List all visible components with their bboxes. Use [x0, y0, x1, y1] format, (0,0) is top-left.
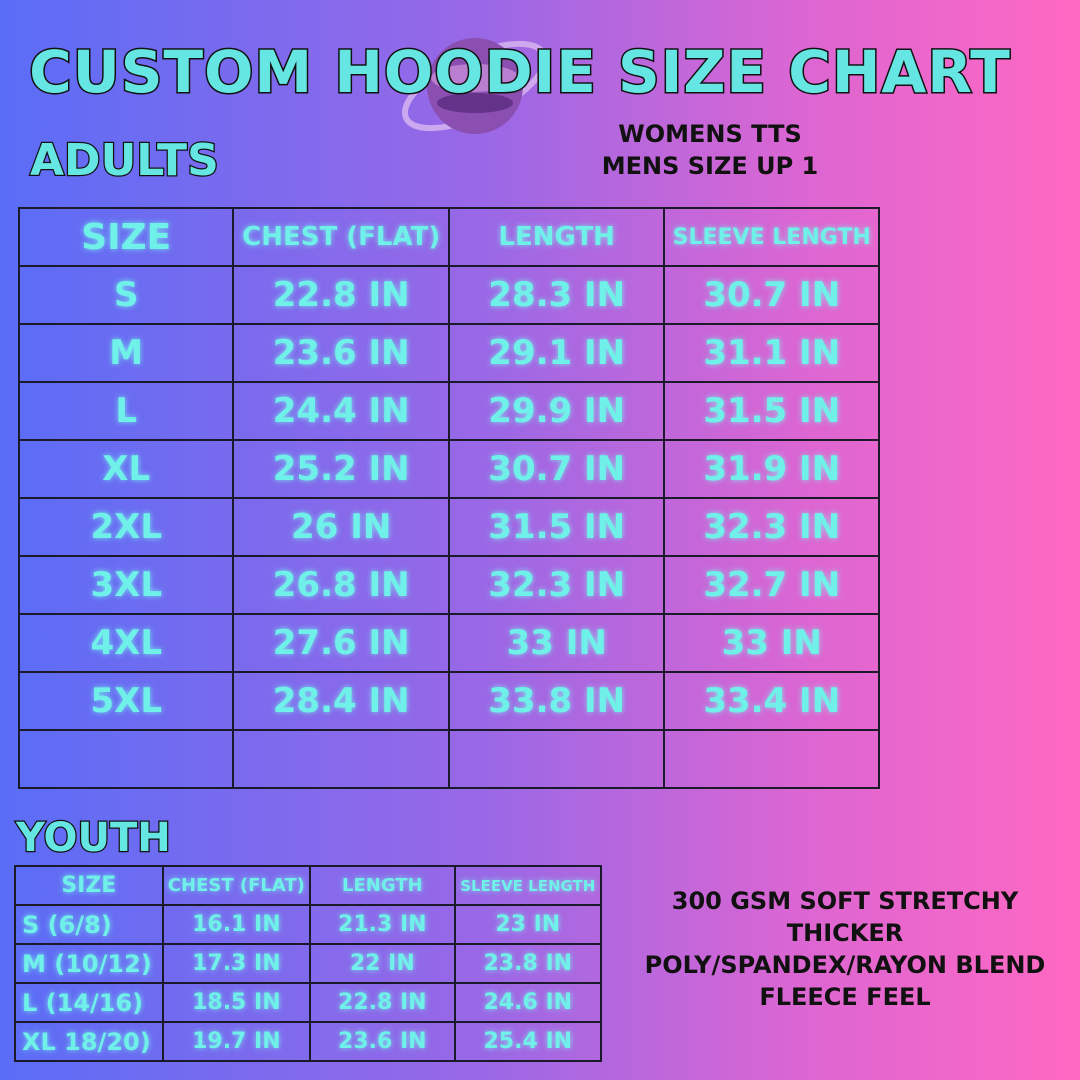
- fabric-note-line: FLEECE FEEL: [759, 983, 931, 1011]
- header-cell: SLEEVE LENGTH: [453, 865, 603, 906]
- header-cell: CHEST (FLAT): [161, 865, 312, 906]
- fabric-note-line: THICKER: [786, 919, 904, 947]
- table-cell: 31.1 IN: [663, 323, 880, 383]
- youth-label: YOUTH: [15, 814, 172, 863]
- header-cell: SIZE: [14, 865, 164, 906]
- table-cell: 25.4 IN: [453, 1021, 603, 1062]
- table-cell: 32.3 IN: [663, 497, 880, 557]
- header-cell: SLEEVE LENGTH: [663, 207, 880, 267]
- table-cell: 18.5 IN: [161, 982, 312, 1023]
- fit-note-line: MENS SIZE UP 1: [601, 152, 819, 180]
- fabric-note-line: 300 GSM SOFT STRETCHY: [671, 887, 1019, 915]
- table-cell: 23.8 IN: [453, 943, 603, 984]
- table-cell: 31.5 IN: [663, 381, 880, 441]
- table-cell: [232, 729, 450, 789]
- table-row: 2XL 26 IN 31.5 IN 32.3 IN: [17, 497, 880, 557]
- table-cell: [447, 729, 666, 789]
- planet-icon: [401, 38, 549, 134]
- header-cell: LENGTH: [447, 207, 666, 267]
- table-cell: 25.2 IN: [232, 439, 450, 499]
- table-cell: 30.7 IN: [447, 439, 666, 499]
- youth-size-table: SIZE CHEST (FLAT) LENGTH SLEEVE LENGTH S…: [14, 865, 603, 1062]
- table-row: 5XL 28.4 IN 33.8 IN 33.4 IN: [17, 671, 880, 731]
- table-cell: 23.6 IN: [309, 1021, 456, 1062]
- table-cell: XL: [17, 439, 235, 499]
- table-cell: 28.3 IN: [447, 265, 666, 325]
- table-cell: S: [17, 265, 235, 325]
- table-cell: 16.1 IN: [161, 904, 312, 945]
- table-cell: 22.8 IN: [232, 265, 450, 325]
- table-cell: 27.6 IN: [232, 613, 450, 673]
- table-cell: 22.8 IN: [309, 982, 456, 1023]
- table-cell: 23 IN: [453, 904, 603, 945]
- table-row: XL 25.2 IN 30.7 IN 31.9 IN: [17, 439, 880, 499]
- page-title: Custom Hoodie Size Chart: [28, 37, 1012, 108]
- table-cell: XL 18/20): [14, 1021, 164, 1062]
- table-cell: 33 IN: [447, 613, 666, 673]
- table-cell: 2XL: [17, 497, 235, 557]
- table-cell: 22 IN: [309, 943, 456, 984]
- table-cell: 24.4 IN: [232, 381, 450, 441]
- table-cell: 31.5 IN: [447, 497, 666, 557]
- table-cell: S (6/8): [14, 904, 164, 945]
- table-cell: 33.8 IN: [447, 671, 666, 731]
- table-cell: [17, 729, 235, 789]
- table-cell: 26.8 IN: [232, 555, 450, 615]
- table-cell: 5XL: [17, 671, 235, 731]
- table-cell: 31.9 IN: [663, 439, 880, 499]
- table-cell: 30.7 IN: [663, 265, 880, 325]
- header-cell: LENGTH: [309, 865, 456, 906]
- table-row: 3XL 26.8 IN 32.3 IN 32.7 IN: [17, 555, 880, 615]
- table-header-row: SIZE CHEST (FLAT) LENGTH SLEEVE LENGTH: [14, 865, 603, 906]
- table-row: [17, 729, 880, 789]
- table-cell: M: [17, 323, 235, 383]
- table-cell: 33.4 IN: [663, 671, 880, 731]
- table-cell: 21.3 IN: [309, 904, 456, 945]
- table-row: M 23.6 IN 29.1 IN 31.1 IN: [17, 323, 880, 383]
- table-cell: M (10/12): [14, 943, 164, 984]
- table-row: M (10/12) 17.3 IN 22 IN 23.8 IN: [14, 943, 603, 984]
- fit-note: WOMENS TTS MENS SIZE UP 1: [560, 118, 860, 182]
- table-cell: 4XL: [17, 613, 235, 673]
- table-cell: 29.1 IN: [447, 323, 666, 383]
- table-cell: [663, 729, 880, 789]
- table-cell: 33 IN: [663, 613, 880, 673]
- table-cell: 29.9 IN: [447, 381, 666, 441]
- table-cell: L (14/16): [14, 982, 164, 1023]
- table-cell: L: [17, 381, 235, 441]
- table-cell: 24.6 IN: [453, 982, 603, 1023]
- adults-label: ADULTS: [29, 134, 220, 188]
- fit-note-line: WOMENS TTS: [618, 120, 802, 148]
- table-cell: 32.7 IN: [663, 555, 880, 615]
- table-cell: 19.7 IN: [161, 1021, 312, 1062]
- table-cell: 28.4 IN: [232, 671, 450, 731]
- table-header-row: SIZE CHEST (FLAT) LENGTH SLEEVE LENGTH: [17, 207, 880, 267]
- fabric-note-line: POLY/SPANDEX/RAYON BLEND: [644, 951, 1046, 979]
- fabric-note: 300 GSM SOFT STRETCHY THICKER POLY/SPAND…: [630, 885, 1060, 1013]
- table-cell: 32.3 IN: [447, 555, 666, 615]
- table-cell: 3XL: [17, 555, 235, 615]
- table-cell: 17.3 IN: [161, 943, 312, 984]
- header-cell: CHEST (FLAT): [232, 207, 450, 267]
- table-row: S 22.8 IN 28.3 IN 30.7 IN: [17, 265, 880, 325]
- table-row: L (14/16) 18.5 IN 22.8 IN 24.6 IN: [14, 982, 603, 1023]
- header-cell: SIZE: [17, 207, 235, 267]
- table-row: 4XL 27.6 IN 33 IN 33 IN: [17, 613, 880, 673]
- table-cell: 26 IN: [232, 497, 450, 557]
- table-row: S (6/8) 16.1 IN 21.3 IN 23 IN: [14, 904, 603, 945]
- table-row: L 24.4 IN 29.9 IN 31.5 IN: [17, 381, 880, 441]
- table-cell: 23.6 IN: [232, 323, 450, 383]
- table-row: XL 18/20) 19.7 IN 23.6 IN 25.4 IN: [14, 1021, 603, 1062]
- adults-size-table: SIZE CHEST (FLAT) LENGTH SLEEVE LENGTH S…: [17, 207, 880, 789]
